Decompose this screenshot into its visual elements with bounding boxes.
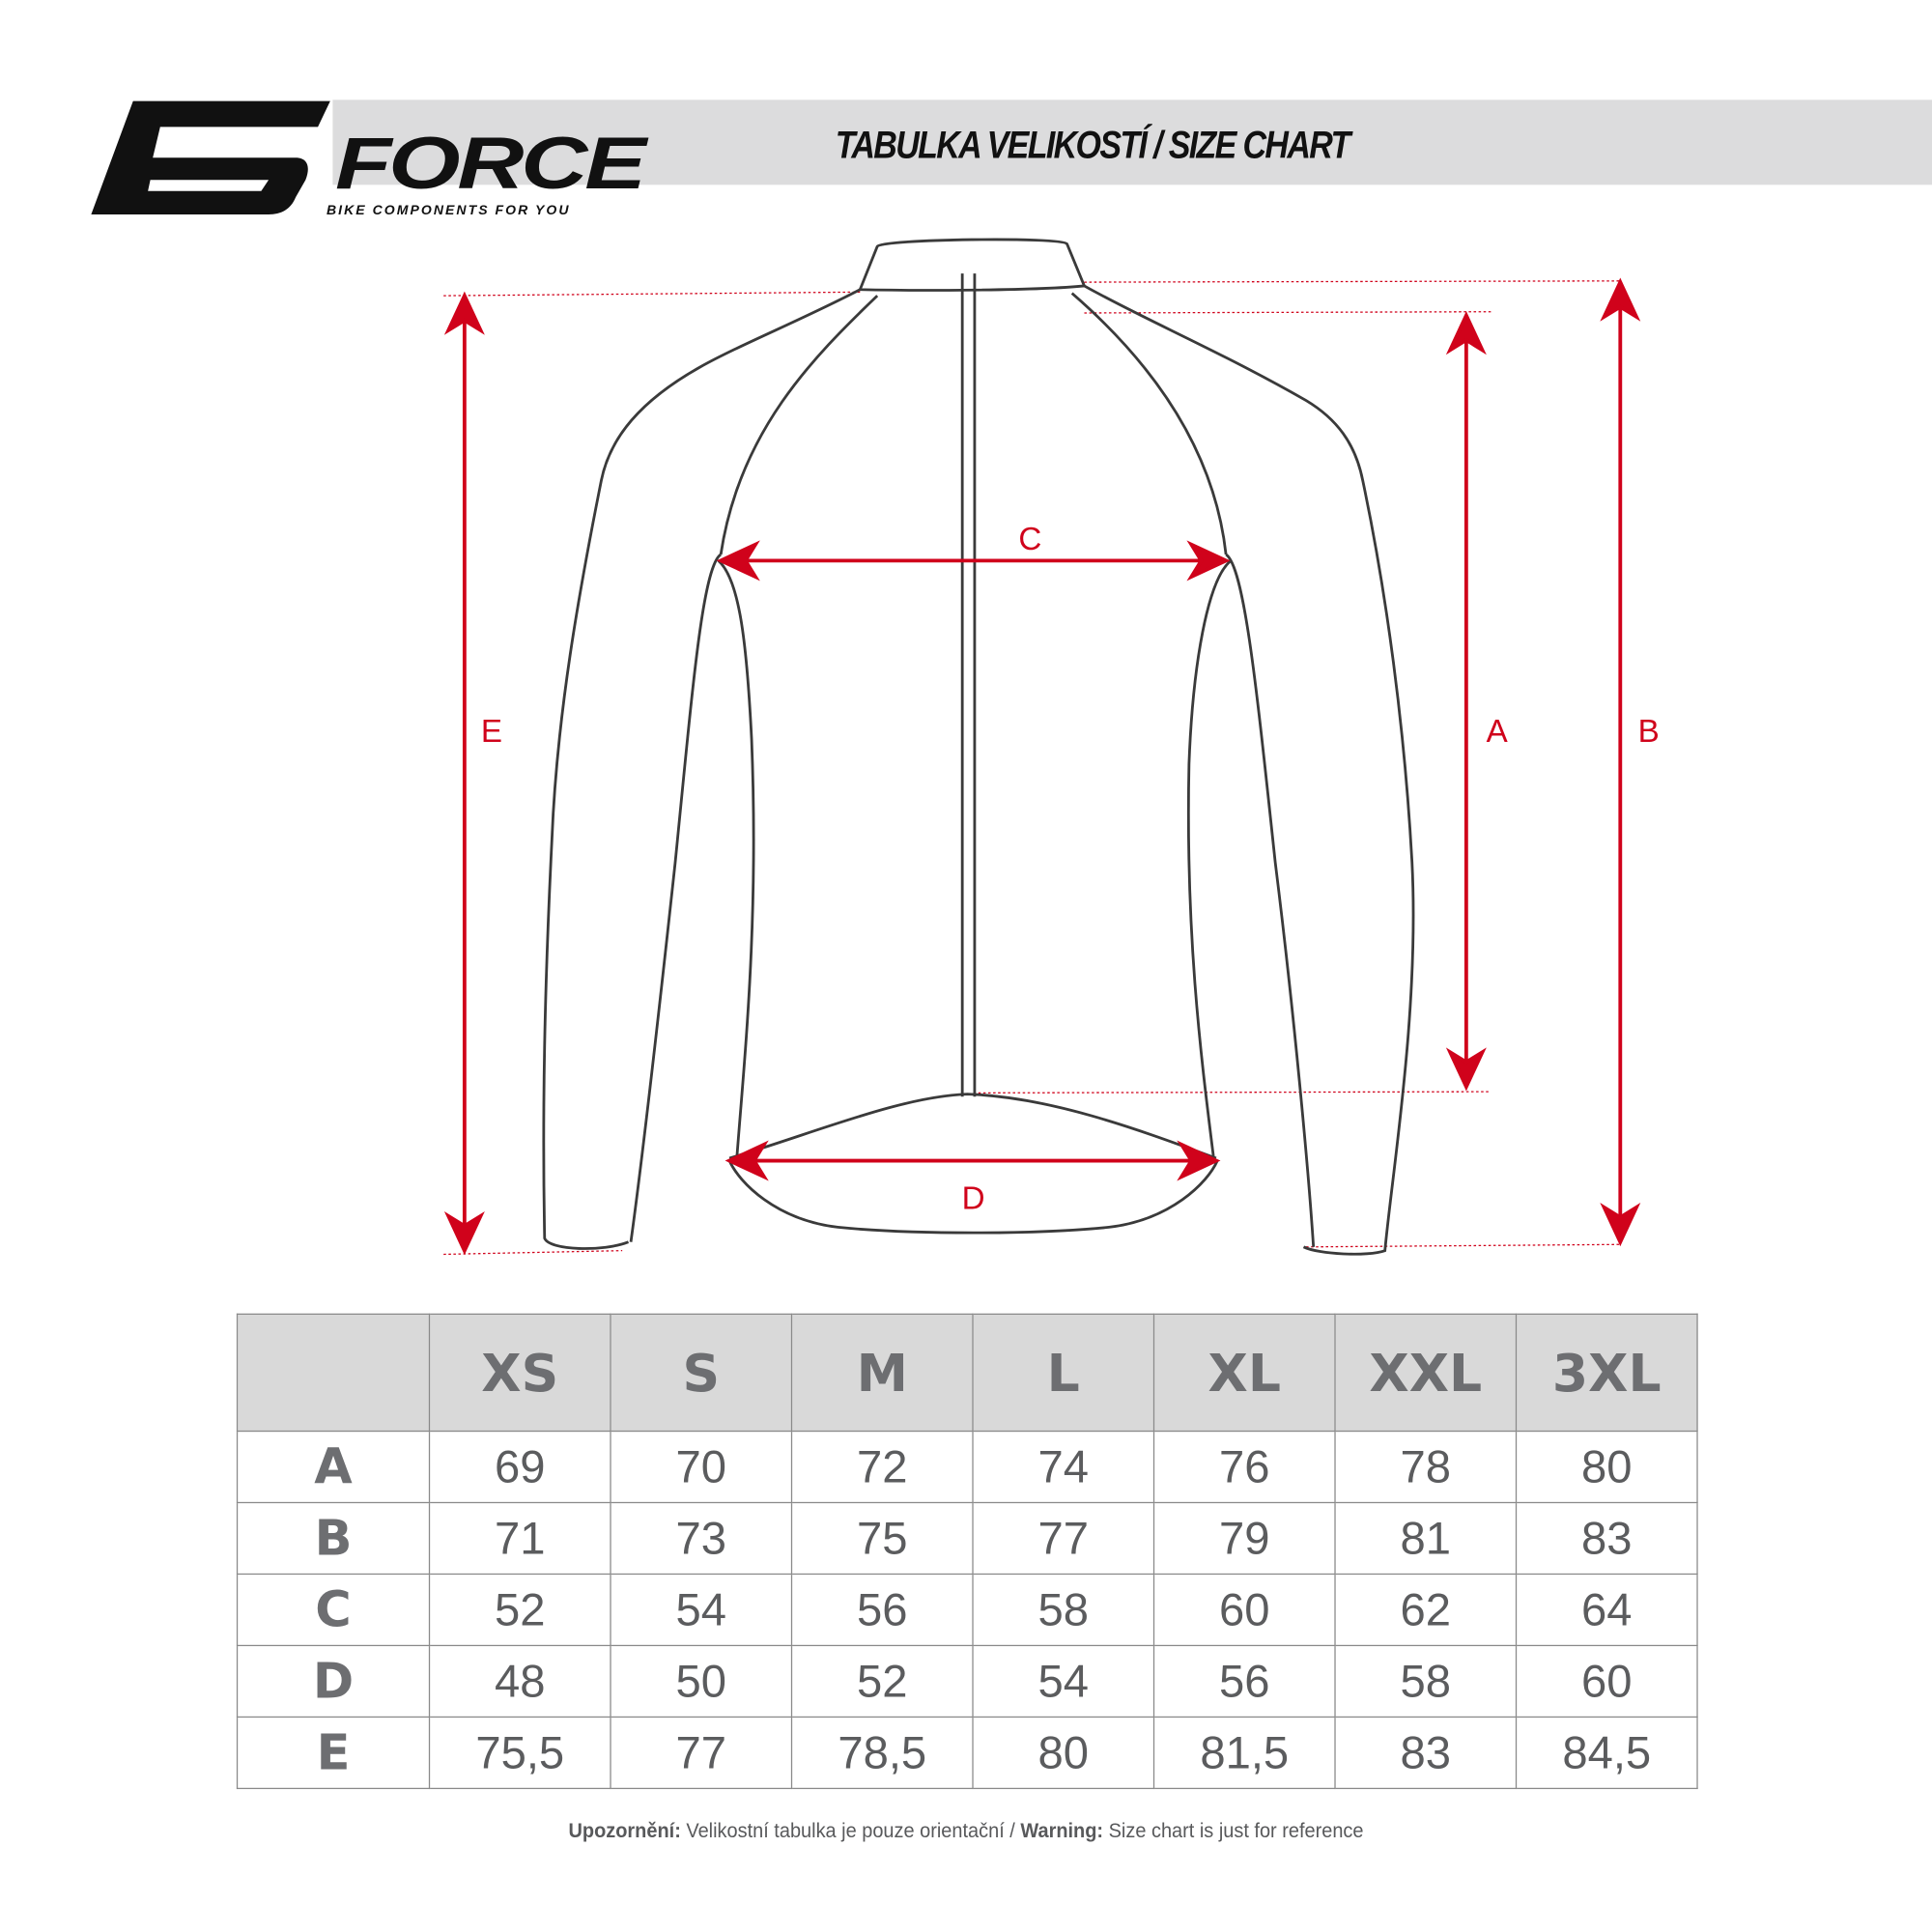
arrow-d [724, 1140, 1221, 1181]
jacket-outline [542, 238, 1415, 1256]
table-row: A 69 70 72 74 76 78 80 [236, 1430, 1698, 1504]
label-c: C [1018, 522, 1041, 557]
arrow-e [443, 291, 485, 1256]
table-cell: 71 [428, 1501, 611, 1576]
column-header: XL [1152, 1313, 1336, 1433]
table-cell: 81 [1334, 1501, 1518, 1576]
table-cell: 79 [1152, 1501, 1336, 1576]
table-cell: 77 [972, 1501, 1155, 1576]
column-header: L [972, 1313, 1155, 1433]
table-cell: 56 [1152, 1644, 1336, 1719]
measurement-arrows [443, 277, 1641, 1256]
label-e: E [481, 714, 502, 750]
table-cell: 78 [1334, 1430, 1518, 1504]
table-cell: 56 [790, 1573, 974, 1647]
table-cell: 48 [428, 1644, 611, 1719]
column-header: XXL [1334, 1313, 1518, 1433]
table-cell: 83 [1334, 1716, 1518, 1790]
table-cell: 50 [610, 1644, 793, 1719]
table-cell: 54 [610, 1573, 793, 1647]
warning-cz-label: Upozornění: [568, 1818, 681, 1842]
label-a: A [1487, 714, 1509, 750]
table-cell: 69 [428, 1430, 611, 1504]
arrow-c [716, 540, 1231, 582]
table-cell: 70 [610, 1430, 793, 1504]
table-cell: 73 [610, 1501, 793, 1576]
table-cell: 75 [790, 1501, 974, 1576]
warning-cz-text: Velikostní tabulka je pouze orientační / [680, 1818, 1021, 1842]
table-cell: 58 [1334, 1644, 1518, 1719]
table-cell: 58 [972, 1573, 1155, 1647]
table-row: E 75,5 77 78,5 80 81,5 83 84,5 [236, 1716, 1698, 1790]
row-label: B [236, 1501, 431, 1576]
arrow-a [1445, 310, 1487, 1092]
table-cell: 64 [1515, 1573, 1698, 1647]
warning-en-label: Warning: [1020, 1818, 1104, 1842]
guide-lines [443, 280, 1621, 1256]
table-row: D 48 50 52 54 56 58 60 [236, 1644, 1698, 1719]
brand-name: FORCE [334, 122, 646, 205]
table-cell: 83 [1515, 1501, 1698, 1576]
force-logo-mark [91, 100, 330, 214]
table-row: B 71 73 75 77 79 81 83 [236, 1501, 1698, 1576]
arrow-b [1600, 277, 1641, 1247]
table-cell: 80 [1515, 1430, 1698, 1504]
table-cell: 78,5 [790, 1716, 974, 1790]
row-label: C [236, 1573, 431, 1647]
column-header: 3XL [1515, 1313, 1698, 1433]
column-header [236, 1313, 431, 1433]
table-cell: 84,5 [1515, 1716, 1698, 1790]
table-cell: 62 [1334, 1573, 1518, 1647]
column-header: S [610, 1313, 793, 1433]
label-d: D [962, 1180, 985, 1216]
table-cell: 60 [1515, 1644, 1698, 1719]
title-bar [332, 99, 1932, 185]
row-label: E [236, 1716, 431, 1790]
table-cell: 76 [1152, 1430, 1336, 1504]
column-header: XS [428, 1313, 611, 1433]
table-cell: 75,5 [428, 1716, 611, 1790]
size-table: XS S M L XL XXL 3XL A 69 70 72 74 76 78 80 B 71 73… [236, 1313, 1698, 1790]
table-cell: 52 [428, 1573, 611, 1647]
table-cell: 77 [610, 1716, 793, 1790]
warning-en-text: Size chart is just for reference [1103, 1818, 1364, 1842]
row-label: D [236, 1644, 431, 1719]
table-header-row: XS S M L XL XXL 3XL [236, 1313, 1698, 1433]
table-cell: 52 [790, 1644, 974, 1719]
row-label: A [236, 1430, 431, 1504]
footer-warning: Upozornění: Velikostní tabulka je pouze … [77, 1819, 1855, 1844]
table-cell: 72 [790, 1430, 974, 1504]
table-cell: 54 [972, 1644, 1155, 1719]
table-cell: 74 [972, 1430, 1155, 1504]
table-cell: 80 [972, 1716, 1155, 1790]
table-row: C 52 54 56 58 60 62 64 [236, 1573, 1698, 1647]
table-cell: 81,5 [1152, 1716, 1336, 1790]
table-cell: 60 [1152, 1573, 1336, 1647]
label-b: B [1638, 714, 1660, 750]
column-header: M [790, 1313, 974, 1433]
brand-tagline: BIKE COMPONENTS FOR YOU [327, 203, 571, 218]
page-title: TABULKA VELIKOSTÍ / SIZE CHART [835, 123, 1351, 167]
